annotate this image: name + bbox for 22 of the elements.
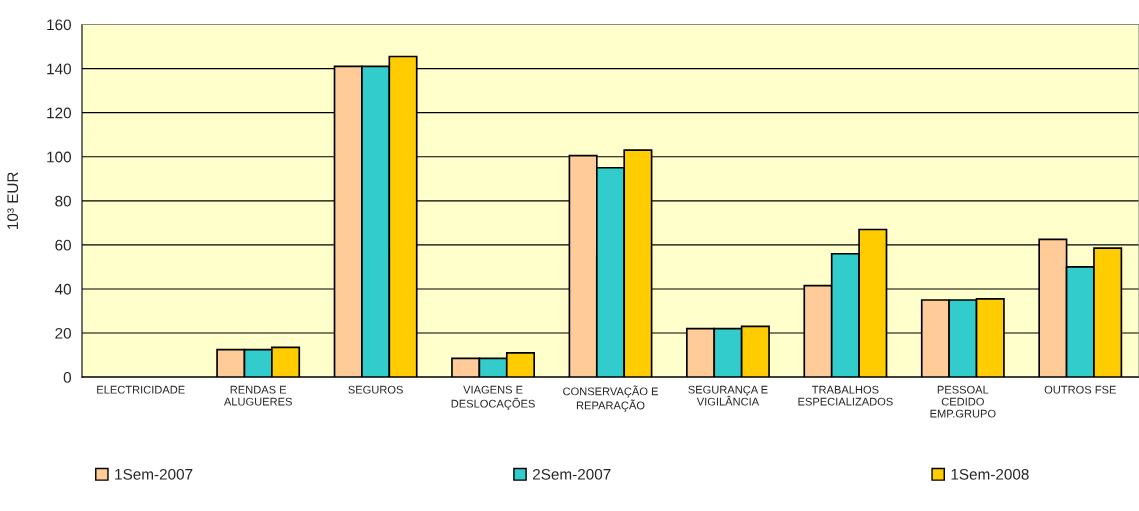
x-tick-label: SEGUROS	[348, 385, 403, 394]
y-tick-label: 40	[54, 283, 71, 295]
y-tick-label: 140	[47, 63, 71, 75]
x-tick-label: TRABALHOS ESPECIALIZADOS	[798, 385, 893, 406]
y-tick-label: 100	[47, 151, 71, 163]
x-tick-label: CONSERVAÇÃO E REPARAÇÃO	[563, 385, 658, 412]
legend-label: 1Sem-2008	[951, 468, 1029, 480]
y-tick-label: 60	[55, 239, 71, 251]
y-axis-title: 10³ EUR	[7, 172, 19, 229]
y-tick-label: 160	[47, 19, 71, 31]
x-tick-label: OUTROS FSE	[1044, 385, 1116, 394]
legend-label: 2Sem-2007	[533, 468, 611, 480]
x-tick-label: PESSOAL CEDIDO EMP.GRUPO	[930, 385, 996, 418]
x-tick-label: SEGURANÇA E VIGILÂNCIA	[688, 385, 768, 406]
x-tick-label: VIAGENS E DESLOCAÇÕES	[451, 385, 535, 410]
y-tick-label: 120	[47, 107, 71, 119]
x-tick-label: RENDAS E ALUGUERES	[223, 385, 292, 406]
y-tick-label: 20	[55, 327, 71, 339]
x-tick-label: ELECTRICIDADE	[97, 385, 185, 394]
y-tick-label: 0	[63, 371, 71, 383]
y-tick-label: 80	[55, 195, 71, 207]
legend-label: 1Sem-2007	[115, 468, 193, 480]
